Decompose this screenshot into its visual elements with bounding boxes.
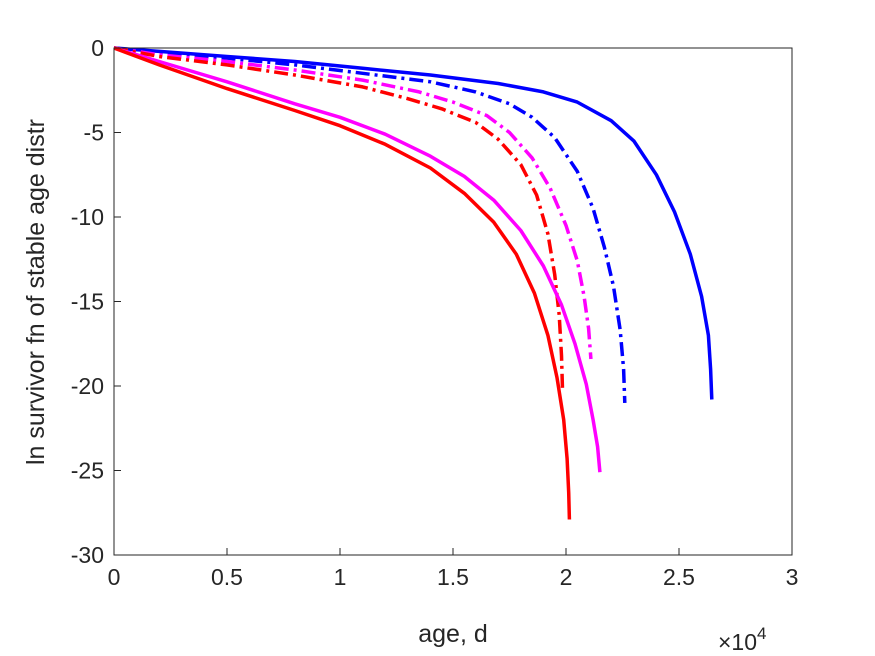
x-tick-label: 2.5 <box>663 564 695 590</box>
x-axis-label: age, d <box>418 620 488 648</box>
x-axis-multiplier: ×104 <box>718 624 766 655</box>
series-line-1 <box>113 46 714 400</box>
x-tick-label: 2 <box>560 564 573 590</box>
x-tick-label: 3 <box>786 564 799 590</box>
x-tick-label: 0 <box>108 564 121 590</box>
ticks-layer: 0 0.5 1 1.5 2 2.5 3 0 -5 -10 -15 -20 -25 -30 <box>71 35 799 590</box>
x-tick-label: 1 <box>334 564 347 590</box>
x-tick-label: 0.5 <box>211 564 243 590</box>
x-tick-label: 1.5 <box>437 564 469 590</box>
series-line-5 <box>113 46 602 473</box>
y-tick-label: -20 <box>71 373 104 399</box>
y-tick-label: -25 <box>71 458 104 484</box>
y-tick-label: -10 <box>71 204 104 230</box>
y-tick-label: -5 <box>84 120 104 146</box>
x-axis-multiplier-base: ×10 <box>718 629 757 655</box>
series-line-3 <box>113 46 593 360</box>
series-line-2 <box>113 46 627 403</box>
series-line-6 <box>113 46 572 520</box>
series-layer <box>113 46 714 520</box>
y-axis-label: ln survivor fn of stable age distr <box>22 119 50 465</box>
x-axis-multiplier-exponent: 4 <box>757 624 766 643</box>
y-tick-label: -30 <box>71 542 104 568</box>
y-tick-label: -15 <box>71 289 104 315</box>
plot-area <box>114 48 792 555</box>
y-tick-label: 0 <box>91 35 104 61</box>
